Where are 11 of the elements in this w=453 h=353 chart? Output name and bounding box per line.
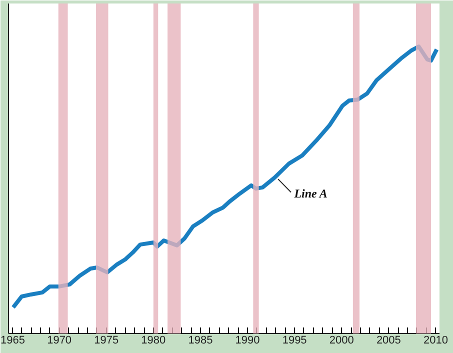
x-tick-label: 2000 [329, 334, 354, 346]
x-tick-label: 1965 [0, 334, 25, 346]
x-tick-label: 1970 [47, 334, 72, 346]
x-tick-label: 1985 [188, 334, 213, 346]
x-tick-label: 2010 [424, 334, 448, 346]
x-tick-label: 1975 [94, 334, 119, 346]
x-tick-label: 2005 [376, 334, 401, 346]
annotation: Line A [293, 186, 328, 200]
x-tick-label: 1995 [282, 334, 307, 346]
x-tick-label: 1990 [235, 334, 260, 346]
x-tick-label: 1980 [141, 334, 166, 346]
